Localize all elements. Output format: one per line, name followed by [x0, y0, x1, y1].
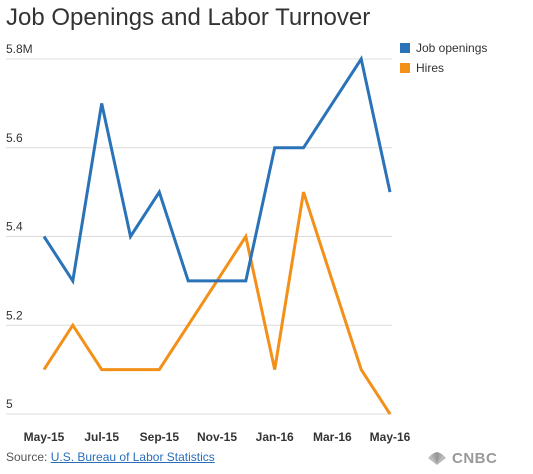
y-tick-label: 5.8M: [6, 42, 33, 56]
x-tick-label: Sep-15: [140, 430, 180, 444]
x-tick-label: Jan-16: [256, 430, 294, 444]
legend-swatch-hires: [400, 63, 410, 73]
y-tick-label: 5.2: [6, 308, 23, 322]
legend-item-job-openings: Job openings: [400, 38, 487, 58]
source-note: Source: U.S. Bureau of Labor Statistics: [6, 450, 215, 464]
x-tick-label: Mar-16: [313, 430, 352, 444]
y-tick-label: 5.4: [6, 220, 23, 234]
series-line-job-openings: [42, 55, 392, 285]
legend: Job openings Hires: [400, 38, 487, 78]
x-tick-label: Jul-15: [84, 430, 119, 444]
y-tick-label: 5: [6, 397, 13, 411]
x-tick-label: Nov-15: [197, 430, 237, 444]
legend-label-hires: Hires: [416, 61, 445, 75]
legend-swatch-job-openings: [400, 43, 410, 53]
series-line-hires: [42, 191, 392, 415]
cnbc-logo: CNBC: [426, 450, 497, 467]
logo-text: CNBC: [452, 450, 498, 467]
legend-item-hires: Hires: [400, 58, 487, 78]
y-tick-label: 5.6: [6, 131, 23, 145]
chart-title: Job Openings and Labor Turnover: [6, 4, 371, 31]
source-label: Source:: [6, 450, 48, 464]
peacock-icon: [428, 451, 446, 465]
legend-label-job-openings: Job openings: [416, 41, 488, 55]
source-link[interactable]: U.S. Bureau of Labor Statistics: [50, 450, 215, 464]
x-tick-label: May-15: [24, 430, 65, 444]
x-tick-label: May-16: [370, 430, 411, 444]
